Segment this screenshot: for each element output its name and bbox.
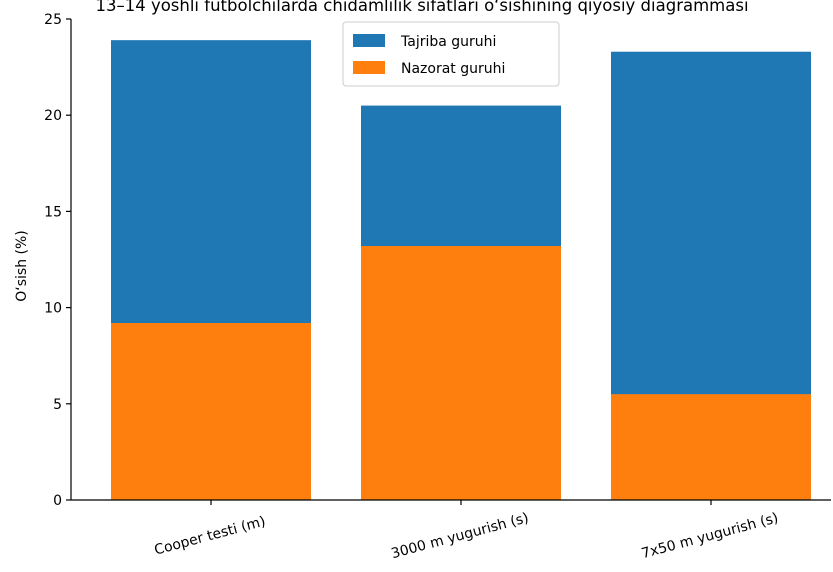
bar-nazorat-0 bbox=[111, 322, 311, 500]
y-tick-label-4: 20 bbox=[44, 108, 62, 124]
legend-label-0: Tajriba guruhi bbox=[400, 34, 496, 50]
legend-swatch-0 bbox=[353, 34, 385, 47]
y-tick-label-2: 10 bbox=[44, 301, 62, 317]
legend-swatch-1 bbox=[353, 61, 385, 74]
y-tick-label-5: 25 bbox=[44, 12, 62, 28]
chart-title: 13–14 yoshli futbolchilarda chidamlilik … bbox=[95, 0, 748, 15]
legend-label-1: Nazorat guruhi bbox=[401, 61, 505, 77]
y-tick-label-1: 5 bbox=[53, 397, 62, 413]
bars bbox=[111, 40, 811, 500]
y-axis: 0 5 10 15 20 25 bbox=[44, 12, 72, 509]
bar-nazorat-1 bbox=[361, 246, 561, 500]
x-tick-label-2: 7x50 m yugurish (s) bbox=[640, 510, 780, 562]
x-axis: Cooper testi (m) 3000 m yugurish (s) 7x50 … bbox=[71, 499, 831, 562]
x-tick-label-0: Cooper testi (m) bbox=[153, 514, 268, 559]
legend: Tajriba guruhi Nazorat guruhi bbox=[342, 21, 560, 87]
y-tick-label-0: 0 bbox=[53, 493, 62, 509]
x-tick-label-1: 3000 m yugurish (s) bbox=[390, 510, 531, 562]
y-tick-label-3: 15 bbox=[44, 204, 62, 220]
bar-nazorat-2 bbox=[611, 394, 811, 500]
y-axis-label: O‘sish (%) bbox=[14, 230, 30, 302]
legend-box bbox=[342, 21, 560, 87]
